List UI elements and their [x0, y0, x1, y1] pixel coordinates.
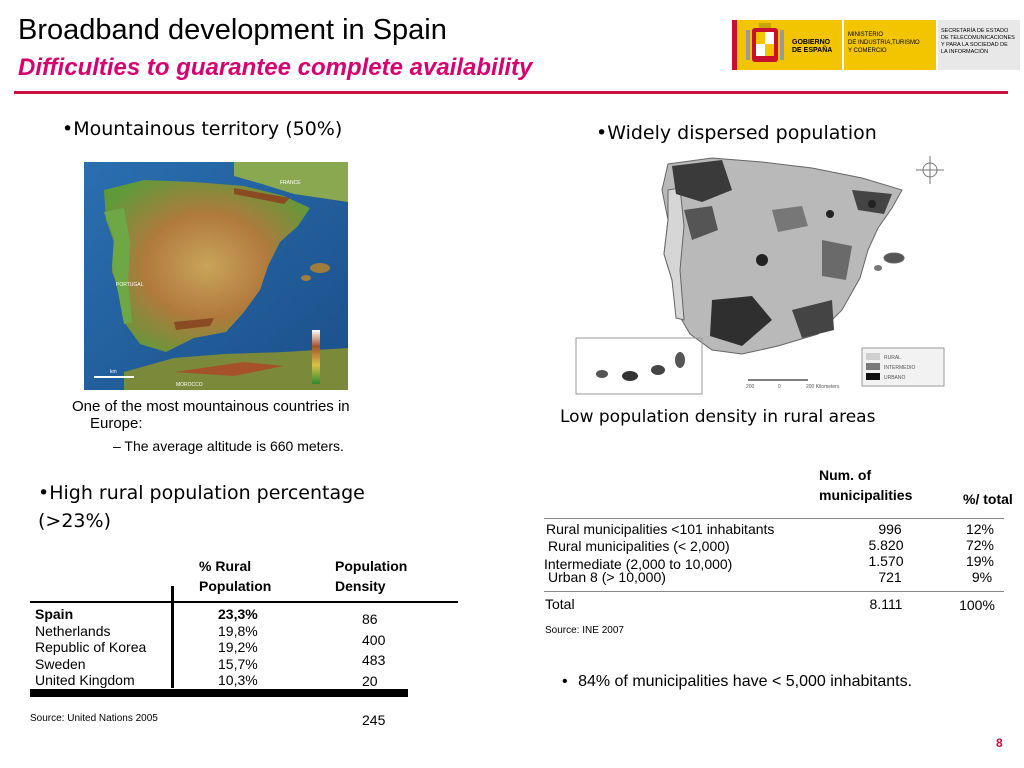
table-row: Urban 8 (> 10,000) [548, 569, 666, 585]
density-header-line2: Density [335, 578, 386, 594]
map-label-france: FRANCE [280, 180, 301, 186]
municipalities-bullet: • 84% of municipalities have < 5,000 inh… [562, 673, 912, 691]
dispersed-population-bullet: •Widely dispersed population [596, 122, 877, 144]
table-cell: 86 [362, 611, 378, 627]
logo-secretaria-text: SECRETARÍA DE ESTADO DE TELECOMUNICACIONE… [941, 27, 1015, 55]
government-logo: GOBIERNO DE ESPAÑA MINISTERIO DE INDUSTRIA… [732, 20, 1020, 70]
total-label: Total [545, 596, 575, 612]
table-cell: 245 [362, 712, 386, 728]
muni-table-top-rule [544, 518, 1004, 519]
table-cell: 72% [965, 537, 995, 553]
government-logo-graphic: GOBIERNO DE ESPAÑA MINISTERIO DE INDUSTRIA… [732, 20, 1020, 70]
relief-map-graphic: FRANCE PORTUGAL MOROCCO km [84, 162, 348, 390]
density-header-line1: Population [335, 558, 408, 574]
rural-percentage-bullet: •High rural population percentage [38, 482, 365, 504]
rural-header-line1: % Rural [199, 558, 252, 574]
legend-intermedio: INTERMEDIO [884, 365, 916, 371]
pct-total-header: %/ total [963, 491, 1013, 507]
mountainous-bullet: •Mountainous territory (50%) [62, 118, 343, 140]
num-header-line1: Num. of [819, 467, 872, 483]
table-cell: 23,3% [218, 606, 258, 622]
relief-map: FRANCE PORTUGAL MOROCCO km [84, 162, 348, 390]
rural-table-countries: Spain Netherlands Republic of Korea Swed… [35, 606, 146, 689]
rural-table-vertical-rule [171, 586, 174, 688]
table-cell: 400 [362, 631, 386, 648]
table-row: Rural municipalities (< 2,000) [548, 538, 730, 554]
page-subtitle: Difficulties to guarantee complete avail… [18, 54, 533, 81]
map-label-morocco: MOROCCO [176, 382, 203, 388]
rural-table-density: 86 400 483 20 [362, 609, 385, 691]
municipality-map: RURAL INTERMEDIO URBANO 200 0 200 Kilome… [572, 150, 950, 400]
logo-gobierno-text: GOBIERNO DE ESPAÑA [792, 39, 832, 54]
table-row: Rural municipalities <101 inhabitants [546, 521, 775, 537]
legend-urbano: URBANO [884, 375, 906, 381]
table-row: Sweden [35, 655, 86, 672]
low-density-caption: Low population density in rural areas [560, 407, 876, 427]
municipalities-bullet-text: 84% of municipalities have < 5,000 inhab… [578, 673, 913, 690]
legend-rural: RURAL [884, 355, 901, 361]
num-header-line2: municipalities [819, 487, 913, 503]
table-cell: 12% [965, 521, 995, 537]
scale-mid: 0 [778, 384, 781, 390]
mountain-desc-line1: One of the most mountainous countries in [72, 398, 350, 415]
table-cell: 9% [971, 569, 993, 585]
scale-left: 200 [746, 384, 755, 390]
mountain-desc-line2: Europe: [90, 415, 143, 432]
rural-table-bottom-rule [30, 689, 408, 697]
altitude-subbullet: – The average altitude is 660 meters. [113, 438, 344, 454]
total-pct: 100% [959, 597, 995, 613]
table-cell: 996 [878, 521, 902, 537]
municipalities-header: Num. of municipalities [819, 465, 912, 505]
table-row: United Kingdom [35, 672, 135, 688]
rural-header-line2: Population [199, 578, 272, 594]
page-number: 8 [996, 736, 1003, 750]
muni-table-total-rule [544, 591, 1004, 592]
table-cell: 10,3% [218, 672, 258, 688]
table-row: Republic of Korea [35, 639, 147, 655]
table-row: Intermediate (2,000 to 10,000) [544, 556, 733, 572]
compass-icon [916, 156, 944, 184]
rural-table-top-rule [30, 601, 458, 603]
table-row: Netherlands [35, 622, 111, 639]
page-title: Broadband development in Spain [18, 14, 447, 46]
un-source-note: Source: United Nations 2005 [30, 713, 158, 724]
table-cell: 15,7% [218, 655, 258, 672]
scale-right: 200 Kilometers [806, 384, 840, 390]
table-cell: 19% [965, 553, 995, 569]
table-cell: 483 [362, 652, 386, 668]
table-cell: 19,2% [218, 639, 258, 655]
municipality-map-graphic: RURAL INTERMEDIO URBANO 200 0 200 Kilome… [572, 150, 950, 400]
rural-table-header-density: Population Density [335, 556, 407, 596]
table-row: Spain [35, 606, 74, 622]
table-cell: 19,8% [218, 622, 258, 639]
total-num: 8.111 [869, 596, 903, 612]
table-cell: 1.570 [868, 553, 904, 569]
bullet-dot: • [562, 673, 568, 690]
logo-ministerio-text: MINISTERIO DE INDUSTRIA,TURISMO Y COMERCIO [848, 32, 920, 54]
rural-table-percentages: 23,3% 19,8% 19,2% 15,7% 10,3% [218, 606, 258, 689]
table-cell: 20 [362, 672, 378, 689]
map-scale-label: km [110, 369, 117, 375]
header-divider [14, 91, 1008, 94]
table-cell: 5.820 [868, 537, 904, 553]
map-label-portugal: PORTUGAL [116, 282, 144, 288]
rural-table-header-rural: % Rural Population [199, 556, 271, 596]
ine-source-note: Source: INE 2007 [545, 625, 624, 636]
rural-percentage-bullet-cont: (>23%) [38, 510, 111, 532]
table-cell: 721 [878, 569, 902, 585]
